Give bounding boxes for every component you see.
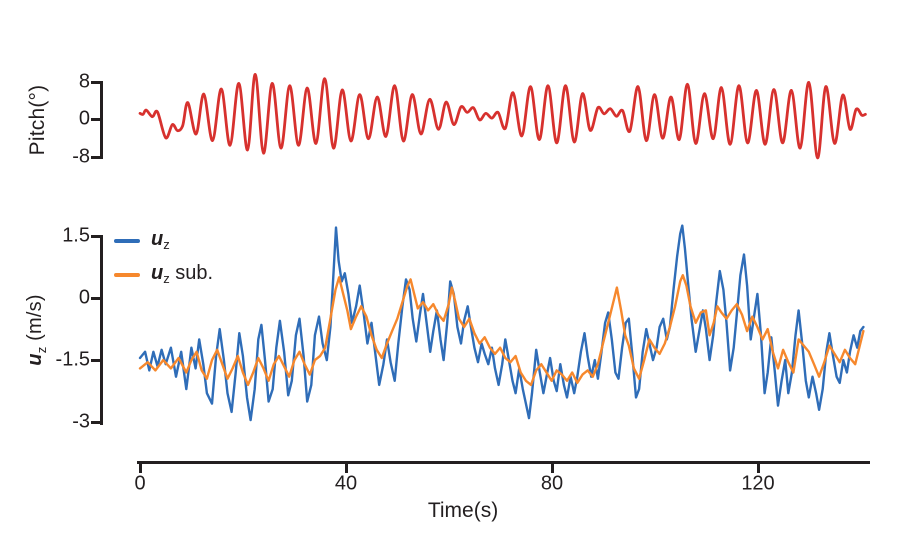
legend-uz-u: u bbox=[151, 228, 164, 251]
legend-item-uz-sub: uz sub. bbox=[114, 262, 213, 287]
xtick-label-120: 120 bbox=[741, 472, 775, 495]
uz-ytick-mark-neg3 bbox=[91, 420, 101, 424]
legend-swatch-uz-sub bbox=[114, 272, 140, 277]
uz-ytick-mark-neg1p5 bbox=[91, 358, 101, 362]
uz-ylabel-subscript: z bbox=[34, 346, 50, 354]
legend-item-uz: uz bbox=[114, 228, 213, 253]
x-axis-spine bbox=[137, 461, 870, 464]
curve-u-z-sub- bbox=[138, 274, 865, 387]
uz-ylabel-units: (m/s) bbox=[23, 294, 46, 347]
xtick-mark-120 bbox=[756, 464, 760, 473]
xtick-mark-80 bbox=[550, 464, 554, 473]
curve-pitch bbox=[138, 72, 867, 160]
pitch-y-axis-spine bbox=[100, 80, 103, 159]
pitch-ytick-mark-8 bbox=[91, 80, 101, 84]
uz-y-axis-label: uz (m/s) bbox=[23, 294, 49, 365]
x-axis-label: Time(s) bbox=[427, 499, 499, 522]
pitch-y-axis-label: Pitch(°) bbox=[26, 84, 49, 156]
uz-ytick-mark-1p5 bbox=[91, 234, 101, 238]
pitch-ytick-label-neg8: -8 bbox=[72, 145, 90, 168]
pitch-ytick-label-0: 0 bbox=[78, 107, 90, 130]
curve-u-z bbox=[138, 224, 865, 422]
uz-ytick-label-neg3: -3 bbox=[72, 410, 90, 433]
pitch-ytick-label-8: 8 bbox=[78, 70, 90, 93]
legend: uz uz sub. bbox=[114, 228, 213, 296]
legend-uzsub-rest: sub. bbox=[169, 262, 214, 285]
pitch-ytick-mark-neg8 bbox=[91, 155, 101, 159]
xtick-label-40: 40 bbox=[334, 472, 358, 495]
xtick-label-80: 80 bbox=[540, 472, 564, 495]
legend-uz-sub: z bbox=[163, 237, 170, 253]
uz-ytick-label-0: 0 bbox=[78, 286, 90, 309]
uz-ylabel-u: u bbox=[23, 353, 46, 366]
pitch-ytick-mark-0 bbox=[91, 117, 101, 121]
xtick-label-0: 0 bbox=[134, 472, 146, 495]
legend-swatch-uz bbox=[114, 238, 140, 243]
xtick-mark-40 bbox=[344, 464, 348, 473]
uz-y-axis-spine bbox=[100, 234, 103, 425]
legend-uzsub-u: u bbox=[151, 262, 164, 285]
legend-label-uz-sub: uz sub. bbox=[151, 262, 213, 286]
uz-ytick-label-1p5: 1.5 bbox=[62, 224, 90, 247]
uz-ytick-label-neg1p5: -1.5 bbox=[55, 348, 90, 371]
legend-label-uz: uz bbox=[151, 228, 170, 252]
xtick-mark-0 bbox=[138, 464, 142, 473]
uz-ytick-mark-0 bbox=[91, 296, 101, 300]
